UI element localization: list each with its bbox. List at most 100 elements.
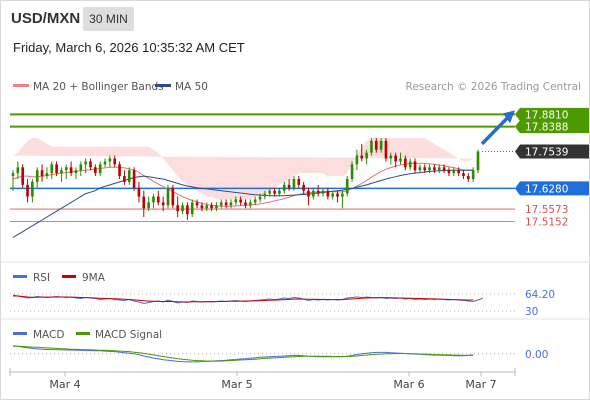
- candle-body: [311, 190, 315, 197]
- copyright-label: Research © 2026 Trading Central: [406, 81, 582, 93]
- candle-body: [190, 202, 194, 215]
- candle-body: [423, 167, 427, 171]
- candle-body: [316, 190, 320, 194]
- candle-body: [268, 190, 272, 194]
- candle-body: [384, 140, 388, 159]
- candle-body: [278, 190, 281, 194]
- candle-body: [413, 161, 417, 171]
- price-label-support: 17.5573: [525, 204, 568, 216]
- forecast-arrow-head: [503, 110, 515, 124]
- candle-body: [171, 187, 175, 206]
- candle-body: [127, 170, 131, 182]
- candle-body: [186, 205, 189, 215]
- candle-body: [137, 187, 141, 197]
- price-label-resistance: 17.8388: [525, 122, 568, 134]
- candle-body: [341, 193, 344, 197]
- macd-level-label: 0.00: [525, 349, 548, 361]
- ma50-legend-swatch: [155, 84, 171, 87]
- candle-body: [210, 205, 213, 209]
- candle-body: [161, 202, 165, 206]
- candle-body: [350, 164, 354, 179]
- symbol-title: USD/MXN: [11, 10, 81, 27]
- candle-body: [60, 170, 63, 174]
- candle-body: [263, 193, 267, 197]
- candle-body: [287, 184, 291, 188]
- candle-body: [118, 164, 121, 177]
- ma20-line: [12, 162, 474, 207]
- candle-body: [79, 164, 83, 171]
- candle-body: [345, 179, 349, 194]
- candle-body: [26, 184, 29, 197]
- candle-body: [389, 155, 393, 159]
- candle-body: [302, 184, 305, 191]
- timeframe-button[interactable]: 30 MIN: [83, 7, 134, 31]
- candle-body: [292, 179, 296, 188]
- candle-body: [447, 170, 451, 174]
- candle-body: [408, 161, 412, 168]
- candle-body: [156, 196, 160, 203]
- candle-body: [273, 190, 276, 194]
- macd-signal-legend-label: MACD Signal: [95, 329, 162, 341]
- rsi-panel: 64.20 30: [10, 289, 555, 318]
- rsi-ma-legend-label: 9MA: [82, 272, 106, 284]
- rsi-series-line: [12, 294, 483, 305]
- candle-body: [89, 161, 92, 168]
- candle-body: [16, 167, 20, 174]
- bollinger-legend-label: MA 20 + Bollinger Bands: [33, 81, 164, 93]
- candle-body: [98, 164, 102, 174]
- candle-body: [181, 205, 184, 212]
- candle-body: [166, 187, 170, 206]
- candle-body: [476, 151, 480, 171]
- candle-body: [176, 205, 180, 212]
- candle-body: [297, 179, 301, 185]
- candle-body: [244, 202, 247, 206]
- candle-body: [195, 202, 199, 206]
- candle-body: [113, 158, 117, 165]
- price-tag-last: [515, 144, 589, 159]
- candle-body: [336, 193, 339, 197]
- forecast-arrow-shaft: [480, 116, 510, 146]
- candle-body: [40, 170, 44, 177]
- candle-body: [123, 176, 126, 182]
- x-tick-label: Mar 7: [465, 378, 496, 391]
- candle-body: [108, 158, 112, 162]
- price-label-last: 17.7539: [525, 147, 568, 159]
- rsi-series-line: [13, 295, 474, 303]
- candle-body: [365, 152, 368, 159]
- candle-body: [471, 170, 475, 179]
- candle-body: [307, 190, 310, 197]
- candle-body: [35, 170, 39, 182]
- candle-body: [200, 205, 204, 209]
- x-axis-ticks: Mar 4 Mar 5 Mar 6 Mar 7: [9, 368, 516, 391]
- ma50-line: [12, 169, 474, 238]
- x-tick-label: Mar 6: [393, 378, 424, 391]
- price-label-resistance: 17.8810: [525, 109, 568, 121]
- candle-body: [229, 202, 233, 206]
- candle-body: [399, 158, 402, 162]
- candle-body: [11, 173, 15, 177]
- candle-body: [442, 167, 446, 171]
- candle-body: [103, 161, 107, 165]
- rsi-level-label: 64.20: [525, 289, 555, 301]
- candle-body: [374, 140, 378, 150]
- candle-body: [239, 199, 242, 203]
- candle-body: [360, 155, 364, 159]
- candle-body: [21, 167, 25, 185]
- bollinger-band: [13, 138, 474, 200]
- candle-body: [466, 176, 470, 179]
- candle-body: [152, 196, 155, 203]
- price-tag-resistance: [515, 107, 589, 121]
- rsi-level-label: 30: [525, 306, 538, 318]
- macd-series-line: [13, 345, 474, 362]
- macd-signal-legend-swatch: [76, 332, 90, 335]
- candle-body: [326, 190, 330, 197]
- candle-body: [418, 167, 422, 171]
- candle-body: [404, 158, 407, 168]
- candle-body: [234, 199, 238, 203]
- price-tag-resistance: [515, 120, 589, 134]
- candle-body: [428, 167, 431, 171]
- candle-body: [64, 167, 68, 171]
- candle-body: [457, 170, 460, 174]
